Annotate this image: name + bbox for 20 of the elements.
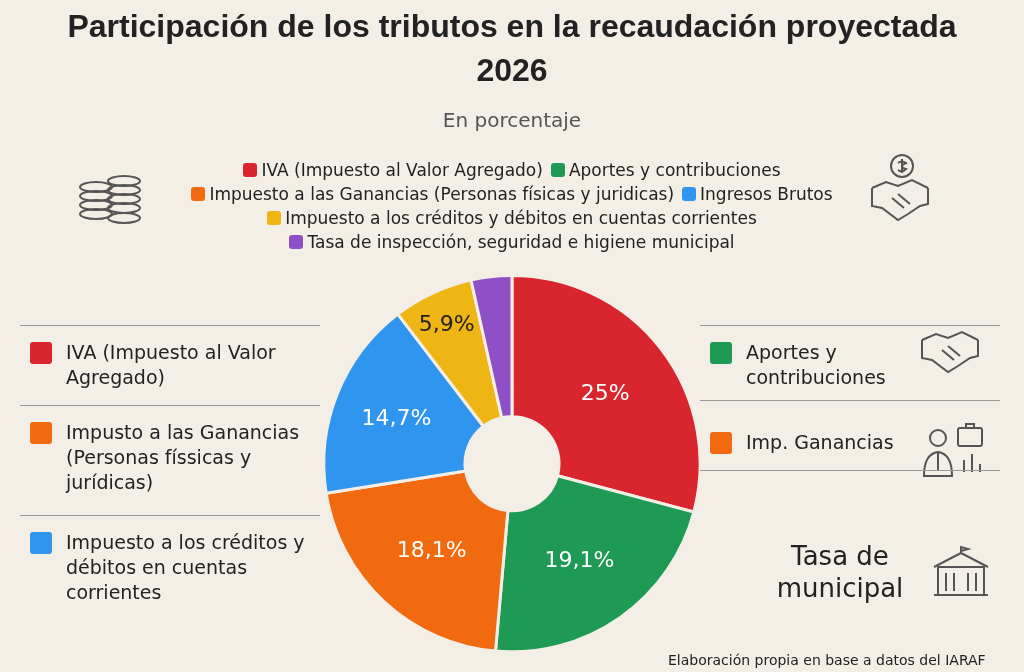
data-label: 19,1% xyxy=(544,547,615,573)
text: Imp. Ganancias xyxy=(745,430,895,455)
data-label: 14,7% xyxy=(361,404,432,430)
legend-label: Tasa de inspección, seguridad e higiene municipal xyxy=(306,231,735,254)
legend-label: Ingresos Brutos xyxy=(699,183,833,206)
text: Tasa de municipal xyxy=(775,540,905,604)
chart-title: Participación de los tributos en la recaudación proyectada 2026 xyxy=(66,7,958,90)
text: Elaboración propia en base a datos del IARAF xyxy=(668,651,987,670)
legend-label: Impuesto a las Ganancias (Personas físicas y juridicas) xyxy=(208,183,675,206)
text: Aportes y contribuciones xyxy=(745,340,887,390)
text: Impuesto a los créditos y débitos en cuentas corrientes xyxy=(65,530,306,605)
text: Impusto a las Ganancias (Personas físsicas y jurídicas) xyxy=(64,420,301,495)
data-label: 18,1% xyxy=(396,537,467,563)
data-label: 5,9% xyxy=(418,310,475,336)
legend-label: IVA (Impuesto al Valor Agregado) xyxy=(260,159,543,182)
legend-label: Impuesto a los créditos y débitos en cuentas corrientes xyxy=(284,207,757,230)
chart-subtitle: En porcentaje xyxy=(441,108,583,132)
text: IVA (Impuesto al Valor Agregado) xyxy=(65,340,277,390)
data-label: 25% xyxy=(580,379,630,405)
legend-label: Aportes y contribuciones xyxy=(567,159,781,182)
